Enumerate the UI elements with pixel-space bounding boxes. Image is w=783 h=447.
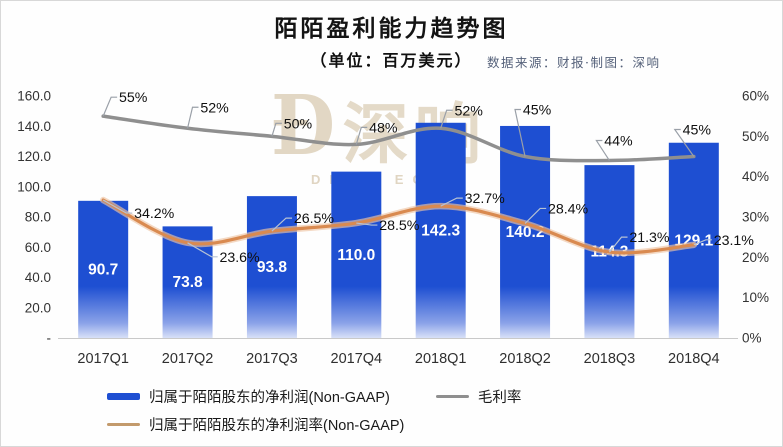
net-profit-bar-swatch — [107, 392, 140, 400]
x-axis-label: 2018Q4 — [668, 351, 720, 367]
left-axis-tick: 60.0 — [25, 240, 51, 255]
left-axis-tick: 140.0 — [17, 119, 51, 134]
x-axis-label: 2018Q3 — [584, 351, 636, 367]
bar-value-label: 93.8 — [257, 259, 288, 276]
gross-margin-point-label-2018Q3-leader — [595, 139, 610, 161]
right-axis-tick: 0% — [742, 331, 762, 346]
gross-margin-point-label-2018Q1: 52% — [454, 103, 483, 119]
gross-margin-point-label-2017Q3: 50% — [284, 116, 313, 132]
bar-value-label: 142.3 — [421, 222, 460, 239]
gross-margin-line-swatch — [435, 394, 469, 398]
left-axis-tick: - — [47, 331, 52, 346]
net-margin-point-label-2017Q3-leader — [271, 217, 293, 232]
bar-value-label: 90.7 — [88, 261, 118, 278]
bar-2017Q1 — [78, 200, 129, 338]
net-margin-point-label-2017Q4: 28.5% — [379, 218, 420, 234]
legend-item-net-profit: 归属于陌陌股东的净利润(Non-GAAP) — [107, 386, 390, 407]
gross-margin-point-label-2018Q2: 45% — [523, 103, 552, 119]
net-margin-point-label-2017Q2: 23.6% — [219, 250, 260, 266]
left-axis-tick: 100.0 — [17, 179, 51, 194]
legend-label-net-profit: 归属于陌陌股东的净利润(Non-GAAP) — [149, 389, 390, 406]
data-source-credit: 数据来源：财报·制图：深响 — [487, 55, 661, 70]
net-margin-point-label-2017Q4-leader — [356, 222, 378, 226]
gross-margin-point-label-2017Q4-leader — [355, 126, 368, 145]
gross-margin-point-label-2018Q2-leader — [514, 108, 526, 157]
net-margin-point-label-2018Q4-leader — [693, 239, 712, 246]
gross-margin-point-label-2017Q4: 48% — [369, 120, 398, 136]
left-axis-tick: 40.0 — [25, 270, 51, 285]
legend-label-gross-margin: 毛利率 — [477, 389, 522, 406]
left-axis-tick: 20.0 — [25, 300, 51, 315]
chart-subtitle: （单位：百万美元） — [310, 51, 473, 70]
right-axis-tick: 40% — [742, 169, 769, 184]
net-margin-point-label-2017Q1-leader — [102, 199, 133, 214]
bar-2017Q3 — [246, 196, 297, 338]
left-axis-tick: 120.0 — [17, 149, 51, 164]
net-margin-point-label-2017Q1: 34.2% — [134, 206, 175, 222]
x-axis-label: 2018Q2 — [499, 351, 551, 367]
right-axis-tick: 10% — [742, 290, 769, 305]
net-margin-point-label-2018Q3: 21.3% — [629, 230, 670, 246]
net-margin-point-label-2017Q2-leader — [187, 242, 218, 258]
gross-margin-point-label-2018Q1-leader — [440, 109, 453, 129]
net-margin-line — [101, 198, 696, 255]
x-axis-label: 2017Q2 — [162, 351, 214, 367]
deep-echo-logo-icon: Ɖ — [270, 78, 336, 174]
bar-value-label: 110.0 — [337, 247, 375, 264]
right-axis-tick: 30% — [742, 210, 769, 225]
net-margin-point-label-2017Q3: 26.5% — [294, 211, 335, 227]
left-axis-tick: 80.0 — [25, 210, 51, 225]
legend-label-net-margin: 归属于陌陌股东的净利润率(Non-GAAP) — [149, 417, 405, 434]
gross-margin-line — [101, 114, 696, 163]
net-margin-line-swatch — [107, 422, 140, 426]
gross-margin-point-label-2018Q4-leader — [673, 128, 695, 157]
x-axis-label: 2018Q1 — [415, 351, 467, 367]
gross-margin-point-label-2018Q3: 44% — [604, 134, 633, 150]
net-margin-point-label-2018Q3-leader — [608, 236, 628, 253]
right-axis-tick: 20% — [742, 250, 769, 265]
legend: 归属于陌陌股东的净利润(Non-GAAP) 毛利率 归属于陌陌股东的净利润率(N… — [107, 387, 521, 443]
gross-margin-point-label-2017Q1-leader — [102, 96, 118, 117]
left-axis-tick: 160.0 — [17, 89, 51, 104]
right-axis-tick: 60% — [742, 89, 769, 104]
gross-margin-point-label-2017Q2-leader — [186, 106, 199, 129]
bar-2017Q4 — [331, 171, 382, 338]
gross-margin-point-label-2017Q1: 55% — [119, 90, 148, 106]
bar-2018Q1 — [415, 122, 466, 339]
right-axis-tick: 50% — [742, 129, 769, 144]
legend-item-gross-margin: 毛利率 — [435, 386, 522, 407]
bar-value-label: 73.8 — [172, 274, 203, 291]
x-axis-label: 2017Q1 — [77, 351, 129, 367]
gross-margin-point-label-2017Q2: 52% — [200, 100, 229, 116]
net-margin-point-label-2018Q2-leader — [524, 207, 547, 224]
legend-item-net-margin: 归属于陌陌股东的净利润率(Non-GAAP) — [107, 414, 404, 435]
x-axis-label: 2017Q3 — [246, 351, 298, 367]
net-margin-point-label-2018Q4: 23.1% — [714, 233, 755, 249]
gross-margin-point-label-2018Q4: 45% — [683, 123, 712, 139]
gross-margin-point-label-2017Q3-leader — [271, 122, 282, 137]
x-axis-label: 2017Q4 — [331, 351, 383, 367]
net-margin-point-label-2018Q1-leader — [440, 197, 463, 207]
net-margin-point-label-2018Q2: 28.4% — [548, 201, 589, 217]
page-title: 陌陌盈利能力趋势图 — [274, 15, 509, 42]
net-margin-point-label-2018Q1: 32.7% — [465, 191, 506, 207]
